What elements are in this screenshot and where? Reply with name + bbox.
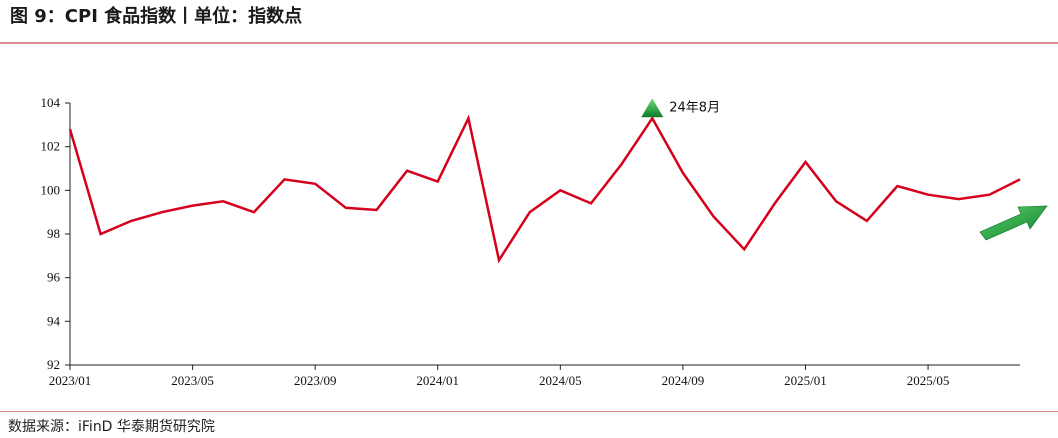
x-tick-label: 2024/09 [662,373,705,388]
x-axis-ticks: 2023/01 2023/05 2023/09 2024/01 2024/05 2024/… [49,365,950,388]
chart-title: 图 9：CPI 食品指数丨单位：指数点 [10,6,303,27]
green-up-right-arrow-icon [979,205,1048,241]
series-lines [68,114,1021,264]
x-tick-label: 2025/01 [784,373,827,388]
series-line [68,114,1021,264]
y-tick-label: 100 [41,182,61,197]
y-tick-label: 92 [47,357,60,372]
title-divider [0,42,1058,44]
y-tick-label: 102 [41,139,61,154]
x-tick-label: 2023/05 [171,373,214,388]
x-tick-label: 2023/01 [49,373,92,388]
y-tick-label: 96 [47,270,61,285]
y-tick-label: 98 [47,226,60,241]
footer-divider [0,411,1058,412]
y-axis-ticks: 92 94 96 98 100 102 104 [41,95,70,372]
y-tick-label: 94 [47,313,61,328]
x-tick-label: 2024/01 [416,373,459,388]
annotations: 24年8月 [641,98,1048,241]
green-up-triangle-icon [641,98,664,118]
x-tick-label: 2024/05 [539,373,582,388]
data-source: 数据来源：iFinD 华泰期货研究院 [8,419,215,435]
x-tick-label: 2023/09 [294,373,337,388]
annotation-label: 24年8月 [669,100,720,115]
y-tick-label: 104 [41,95,61,110]
chart-axes [69,103,1020,366]
x-tick-label: 2025/05 [907,373,950,388]
